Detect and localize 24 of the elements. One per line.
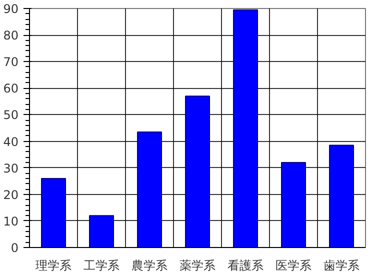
x-tick-label: 医学系 [276, 258, 312, 272]
y-tick-label: 10 [3, 214, 19, 228]
x-tick-label: 薬学系 [180, 258, 216, 272]
bar [137, 131, 162, 248]
bar [89, 215, 114, 248]
y-tick-label: 50 [3, 108, 19, 122]
y-tick-label: 30 [3, 161, 19, 176]
y-tick-label: 20 [3, 188, 19, 202]
x-tick-label: 農学系 [132, 258, 168, 272]
y-tick-label: 90 [3, 2, 19, 16]
y-tick-label: 60 [3, 82, 19, 96]
bar [185, 96, 210, 248]
bar [233, 9, 258, 248]
bar [281, 162, 306, 248]
y-tick-label: 70 [3, 55, 19, 70]
bar [329, 144, 354, 248]
y-tick-label: 0 [10, 241, 19, 255]
x-tick-label: 理学系 [36, 258, 72, 272]
x-tick-label: 工学系 [84, 258, 120, 272]
y-tick-label: 80 [3, 28, 19, 43]
x-tick-label: 歯学系 [324, 258, 360, 272]
y-tick-label: 40 [3, 134, 19, 149]
bar [41, 178, 66, 248]
x-tick-label: 看護系 [228, 258, 264, 272]
